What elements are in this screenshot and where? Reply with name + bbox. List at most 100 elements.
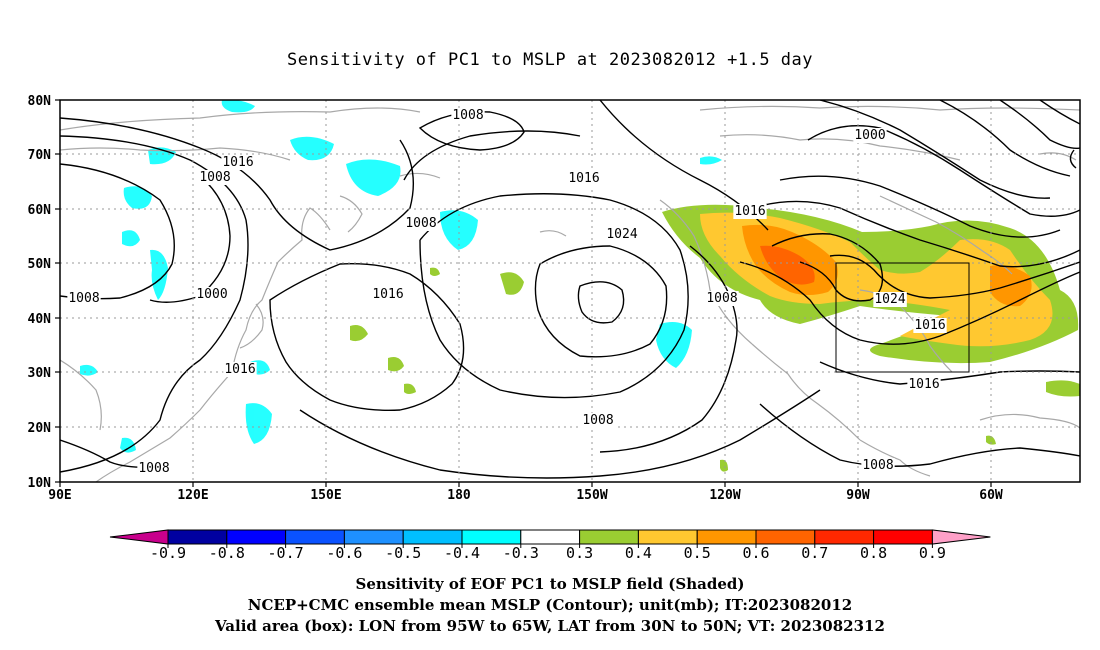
lon-tick-label: 90E bbox=[48, 488, 71, 503]
contour-label-bg bbox=[581, 413, 615, 428]
lon-tick-label: 120E bbox=[177, 488, 208, 503]
longitude-labels: 90E 120E 150E 180 150W 120W 90W 60W bbox=[48, 488, 1003, 503]
contour-label-bg bbox=[404, 216, 438, 231]
valid-area-box bbox=[835, 262, 970, 373]
lon-tick-label: 60W bbox=[979, 488, 1003, 503]
lon-tick-label: 90W bbox=[846, 488, 870, 503]
colorbar-min-arrow bbox=[109, 529, 169, 545]
colorbar-label: 0.3 bbox=[566, 544, 593, 562]
colorbar-cell bbox=[461, 529, 522, 545]
contour-label: 1016 bbox=[734, 204, 765, 219]
colorbar-cell bbox=[637, 529, 698, 545]
contour-label: 1024 bbox=[874, 292, 905, 307]
contour-label-bg bbox=[67, 291, 101, 306]
colorbar-label: -0.8 bbox=[209, 544, 245, 562]
caption-valid-area: Valid area (box): LON from 95W to 65W, L… bbox=[215, 617, 885, 635]
axis-ticks bbox=[55, 99, 992, 487]
colorbar-cell bbox=[696, 529, 757, 545]
contour-label-bg bbox=[195, 287, 229, 302]
lat-tick-label: 70N bbox=[28, 148, 52, 163]
contour-label: 1008 bbox=[582, 413, 613, 428]
contour-label-bg bbox=[567, 171, 601, 186]
colorbar-label: 0.7 bbox=[801, 544, 828, 562]
contour-label-bg bbox=[733, 204, 767, 219]
colorbar-label: 0.9 bbox=[919, 544, 946, 562]
contour-label: 1000 bbox=[196, 287, 227, 302]
lat-tick-label: 80N bbox=[28, 94, 52, 109]
colorbar-label: 0.4 bbox=[625, 544, 652, 562]
colorbar-cell bbox=[226, 529, 287, 545]
contour-label-bg bbox=[221, 155, 255, 170]
shading-negative bbox=[80, 100, 722, 453]
colorbar-cell bbox=[755, 529, 816, 545]
colorbar-label: -0.9 bbox=[150, 544, 186, 562]
contour-label: 1008 bbox=[706, 291, 737, 306]
colorbar-label: -0.3 bbox=[503, 544, 539, 562]
latitude-labels: 80N 70N 60N 50N 40N 30N 20N 10N bbox=[28, 94, 52, 491]
colorbar-label: -0.6 bbox=[326, 544, 362, 562]
contour-label-bg bbox=[907, 377, 941, 392]
colorbar-cell bbox=[343, 529, 404, 545]
contour-label-bg bbox=[853, 128, 887, 143]
contour-label-bg bbox=[451, 108, 485, 123]
contour-label-bg bbox=[913, 318, 947, 333]
caption-shaded: Sensitivity of EOF PC1 to MSLP field (Sh… bbox=[355, 575, 745, 593]
contour-label: 1000 bbox=[854, 128, 885, 143]
colorbar-cell bbox=[873, 529, 933, 545]
contour-label: 1008 bbox=[452, 108, 483, 123]
contour-label-bg bbox=[137, 461, 171, 476]
lat-tick-label: 50N bbox=[28, 257, 52, 272]
lon-tick-label: 150E bbox=[310, 488, 341, 503]
contour-label: 1008 bbox=[68, 291, 99, 306]
contour-label-bg bbox=[861, 458, 895, 473]
contour-label: 1016 bbox=[568, 171, 599, 186]
contour-label-bg bbox=[705, 291, 739, 306]
contour-label-bg bbox=[223, 362, 257, 377]
contour-label: 1016 bbox=[224, 362, 255, 377]
coastlines bbox=[60, 105, 1080, 482]
colorbar-labels: -0.9 -0.8 -0.7 -0.6 -0.5 -0.4 -0.3 0.3 0.4 0.5 0.6… bbox=[150, 544, 946, 562]
colorbar-label: -0.7 bbox=[268, 544, 304, 562]
caption-block: Sensitivity of EOF PC1 to MSLP field (Sh… bbox=[0, 574, 1100, 637]
colorbar-label: 0.8 bbox=[860, 544, 887, 562]
plot-frame bbox=[59, 99, 1081, 483]
lat-tick-label: 10N bbox=[28, 476, 52, 491]
contour-label: 1008 bbox=[138, 461, 169, 476]
contour-label: 1016 bbox=[908, 377, 939, 392]
colorbar-cell bbox=[402, 529, 463, 545]
colorbar-cell bbox=[814, 529, 875, 545]
colorbar-cell bbox=[520, 529, 581, 545]
colorbar bbox=[109, 529, 991, 548]
colorbar-cell bbox=[579, 529, 639, 545]
lon-tick-label: 150W bbox=[576, 488, 607, 503]
contour-label-bg bbox=[873, 292, 907, 307]
lon-tick-label: 180 bbox=[447, 488, 471, 503]
colorbar-label: 0.5 bbox=[684, 544, 711, 562]
contour-label: 1008 bbox=[862, 458, 893, 473]
colorbar-cell bbox=[285, 529, 345, 545]
mslp-contours bbox=[60, 100, 1080, 479]
colorbar-label: -0.4 bbox=[444, 544, 480, 562]
colorbar-label: -0.5 bbox=[385, 544, 421, 562]
lat-tick-label: 20N bbox=[28, 421, 52, 436]
contour-label: 1008 bbox=[405, 216, 436, 231]
contour-label-bg bbox=[371, 287, 405, 302]
contour-label: 1008 bbox=[199, 170, 230, 185]
colorbar-label: 0.6 bbox=[742, 544, 769, 562]
colorbar-max-arrow bbox=[931, 529, 991, 545]
contour-label: 1016 bbox=[914, 318, 945, 333]
lat-tick-label: 40N bbox=[28, 312, 52, 327]
contour-label: 1016 bbox=[372, 287, 403, 302]
colorbar-cell bbox=[167, 529, 228, 545]
contour-label-bg bbox=[605, 227, 639, 242]
contour-label: 1024 bbox=[606, 227, 637, 242]
lat-tick-label: 60N bbox=[28, 203, 52, 218]
caption-contour: NCEP+CMC ensemble mean MSLP (Contour); u… bbox=[247, 596, 853, 614]
lon-tick-label: 120W bbox=[709, 488, 740, 503]
map-title: Sensitivity of PC1 to MSLP at 2023082012… bbox=[286, 50, 813, 70]
lat-tick-label: 30N bbox=[28, 366, 52, 381]
contour-label: 1016 bbox=[222, 155, 253, 170]
contour-label-bg bbox=[198, 170, 232, 185]
